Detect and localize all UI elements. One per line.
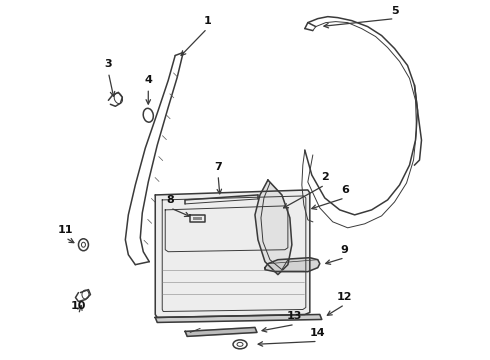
Text: 6: 6 — [341, 185, 349, 195]
Text: 5: 5 — [391, 6, 398, 15]
Text: 8: 8 — [166, 195, 174, 205]
Polygon shape — [155, 315, 322, 323]
Text: 13: 13 — [287, 311, 302, 321]
Bar — [193, 217, 202, 220]
Text: 14: 14 — [310, 328, 326, 338]
Polygon shape — [155, 190, 310, 318]
Text: 12: 12 — [337, 292, 352, 302]
Polygon shape — [185, 328, 257, 336]
Text: 1: 1 — [203, 15, 211, 26]
Text: 7: 7 — [214, 162, 222, 172]
Text: 11: 11 — [58, 225, 74, 235]
Text: 3: 3 — [104, 59, 112, 69]
Polygon shape — [265, 258, 320, 272]
Text: 2: 2 — [321, 172, 329, 182]
Text: 4: 4 — [145, 75, 152, 85]
Polygon shape — [255, 180, 292, 275]
Text: 9: 9 — [341, 245, 349, 255]
Text: 10: 10 — [71, 301, 86, 311]
